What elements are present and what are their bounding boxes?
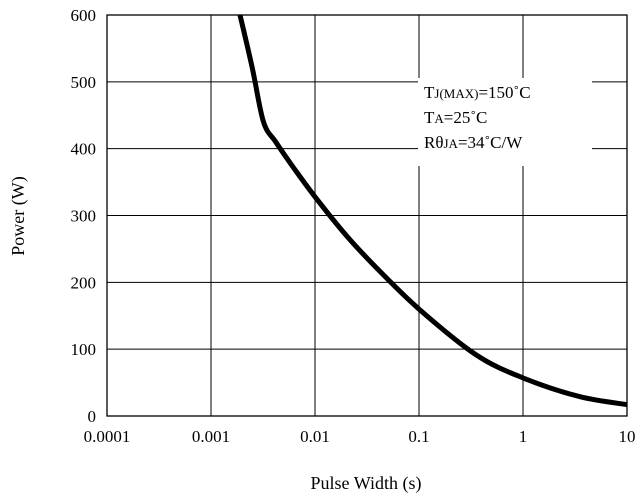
y-tick-label: 400	[71, 140, 97, 159]
x-axis-label: Pulse Width (s)	[311, 473, 422, 494]
annotation-line: TJ(MAX)=150˚C	[424, 83, 531, 102]
y-tick-label: 600	[71, 6, 97, 25]
x-tick-label: 0.0001	[84, 427, 131, 446]
power-curve	[237, 14, 628, 408]
y-tick-labels: 0 100 200 300 400 500 600	[71, 6, 97, 426]
x-tick-label: 0.01	[300, 427, 330, 446]
annotation-line: TA=25˚C	[424, 108, 487, 127]
x-tick-label: 0.1	[408, 427, 429, 446]
plot-frame	[106, 14, 628, 417]
grid	[107, 15, 627, 416]
y-tick-label: 300	[71, 207, 97, 226]
y-axis-label: Power (W)	[8, 176, 29, 255]
y-tick-label: 100	[71, 340, 97, 359]
y-tick-label: 500	[71, 73, 97, 92]
y-tick-label: 0	[88, 407, 97, 426]
series-layer	[237, 14, 628, 408]
x-tick-label: 10	[619, 427, 636, 446]
x-tick-label: 0.001	[192, 427, 230, 446]
annotation-line: RθJA=34˚C/W	[424, 133, 523, 152]
x-tick-labels: 0.0001 0.001 0.01 0.1 1 10	[84, 427, 636, 446]
annotation-box	[418, 78, 592, 166]
annotation-text: TJ(MAX)=150˚C TA=25˚C RθJA=34˚C/W	[424, 83, 531, 152]
y-tick-label: 200	[71, 273, 97, 292]
x-tick-label: 1	[519, 427, 528, 446]
